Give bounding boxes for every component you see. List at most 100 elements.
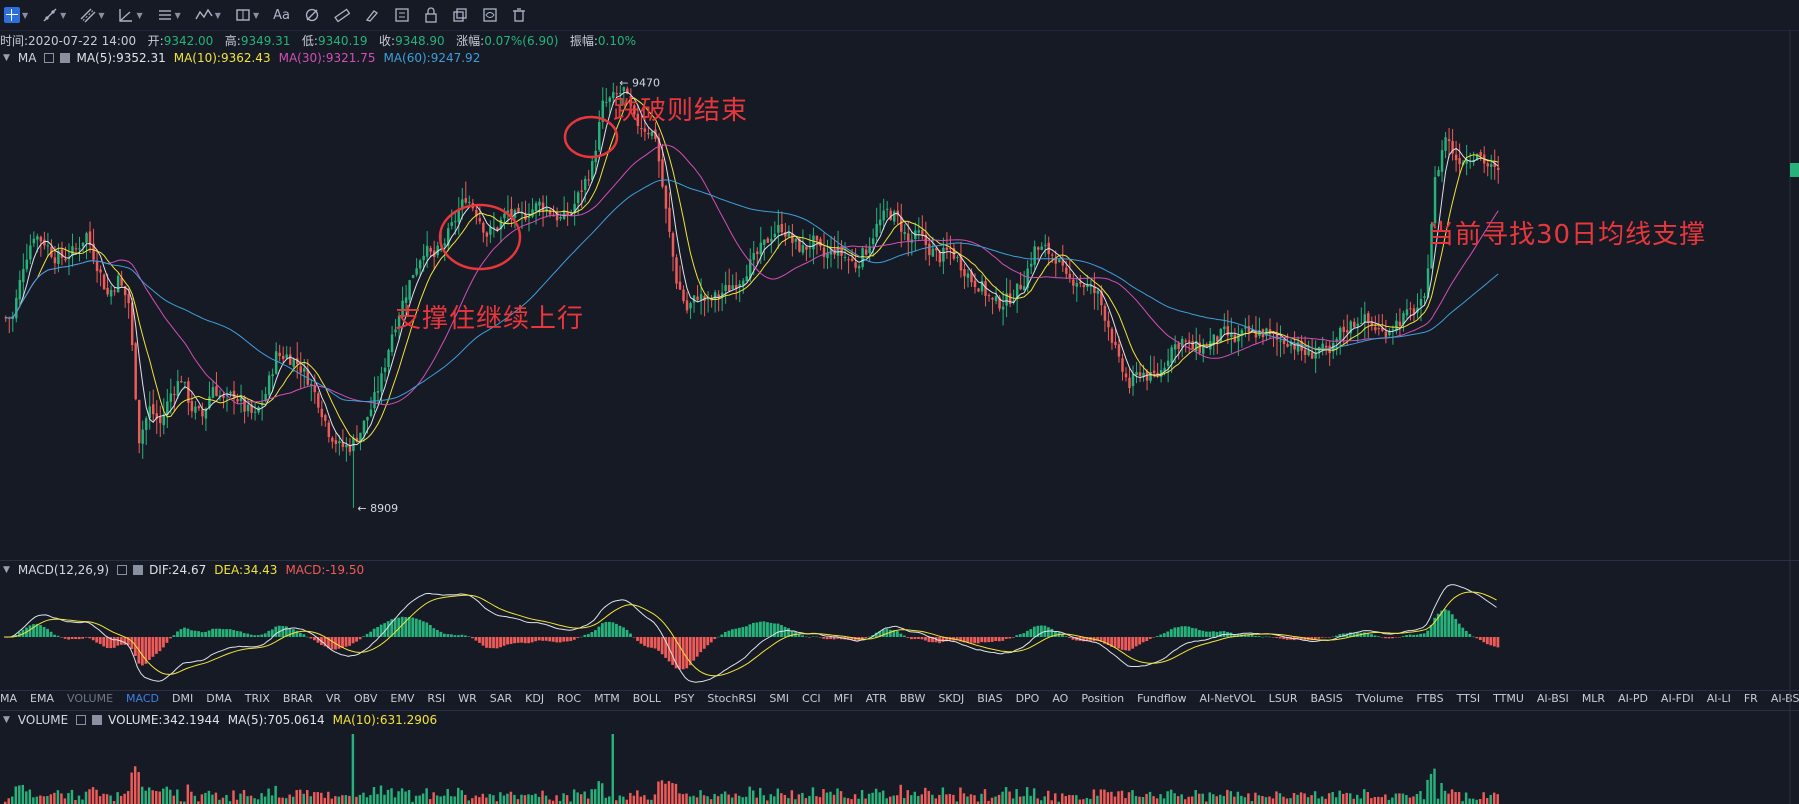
macd-histogram-bar — [1015, 635, 1019, 637]
indicator-tab[interactable]: DPO — [1015, 692, 1040, 705]
volume-bar — [1282, 796, 1285, 804]
indicator-tab[interactable]: AI-BST — [1770, 692, 1799, 705]
indicator-tab[interactable]: OBV — [354, 692, 378, 705]
candle-body — [92, 243, 95, 260]
trend-line-icon[interactable]: ▼ — [42, 7, 66, 23]
candle-body — [1293, 344, 1296, 350]
macd-histogram-bar — [699, 637, 703, 653]
volume-bar — [1050, 800, 1053, 804]
fibonacci-icon[interactable] — [304, 7, 320, 23]
indicator-tab[interactable]: StochRSI — [707, 692, 757, 705]
indicator-tab[interactable]: WR — [458, 692, 477, 705]
indicator-tab[interactable]: ATR — [865, 692, 887, 705]
indicator-tab[interactable]: VR — [325, 692, 341, 705]
macd-histogram-bar — [541, 637, 545, 641]
volume-bar — [478, 797, 481, 804]
candle-body — [1022, 286, 1026, 291]
collapse-caret-icon[interactable]: ▼ — [3, 565, 10, 575]
parallel-channel-icon[interactable]: ▼ — [80, 7, 104, 23]
indicator-tab[interactable]: AI-PD — [1618, 692, 1648, 705]
indicator-tab[interactable]: BBW — [899, 692, 926, 705]
ruler-icon[interactable] — [334, 7, 350, 23]
candle-body — [78, 248, 81, 250]
angle-icon[interactable]: ▼ — [118, 7, 143, 23]
macd-histogram-bar — [917, 637, 920, 639]
pane-divider[interactable] — [0, 560, 1799, 561]
text-icon[interactable]: Aa — [273, 7, 290, 23]
indicator-tab[interactable]: FR — [1743, 692, 1758, 705]
volume-bar — [1447, 793, 1450, 804]
macd-histogram-bar — [1233, 634, 1236, 637]
crosshair-icon[interactable] — [4, 7, 20, 23]
indicator-tab[interactable]: AI-LI — [1706, 692, 1731, 705]
indicator-tab[interactable]: EMV — [390, 692, 415, 705]
indicator-tab[interactable]: SAR — [489, 692, 513, 705]
settings-icon[interactable] — [117, 565, 128, 575]
indicator-tab[interactable]: MTM — [594, 692, 620, 705]
indicator-tab[interactable]: RSI — [427, 692, 446, 705]
chevron-down-icon[interactable]: ▼ — [22, 10, 29, 20]
indicator-tab[interactable]: MA — [0, 692, 18, 705]
indicator-tab[interactable]: KDJ — [525, 692, 545, 705]
indicator-tab[interactable]: TTMU — [1493, 692, 1524, 705]
close-icon[interactable] — [133, 565, 144, 575]
indicator-tab[interactable]: Fundflow — [1137, 692, 1187, 705]
indicator-tab[interactable]: MACD — [126, 692, 160, 705]
wave-icon[interactable]: ▼ — [195, 7, 221, 23]
indicator-tab[interactable]: MFI — [833, 692, 853, 705]
candle-body — [1187, 340, 1191, 342]
indicator-tab[interactable]: AI-NetVOL — [1199, 692, 1256, 705]
settings-icon[interactable] — [76, 715, 87, 725]
macd-histogram-bar — [1068, 637, 1071, 638]
trash-icon[interactable] — [512, 7, 526, 23]
indicator-tab[interactable]: CCI — [802, 692, 821, 705]
indicator-tab[interactable]: TRIX — [244, 692, 270, 705]
horizontal-lines-icon[interactable]: ▼ — [158, 10, 181, 20]
indicator-tab[interactable]: BOLL — [632, 692, 662, 705]
indicator-tab[interactable]: FTBS — [1416, 692, 1444, 705]
indicator-tab[interactable]: SKDJ — [938, 692, 965, 705]
brush-icon[interactable] — [364, 7, 380, 23]
indicator-tab[interactable]: VOLUME — [66, 692, 114, 705]
macd-histogram-bar — [681, 637, 685, 670]
settings-icon[interactable] — [44, 53, 55, 63]
indicator-tab[interactable]: BASIS — [1310, 692, 1343, 705]
indicator-tab[interactable]: Position — [1081, 692, 1125, 705]
macd-histogram-bar — [1401, 636, 1405, 637]
volume-bar — [105, 794, 109, 804]
candle-body — [155, 413, 158, 419]
indicator-tab[interactable]: TVolume — [1355, 692, 1404, 705]
volume-bar — [878, 792, 881, 804]
indicator-tab[interactable]: LSUR — [1268, 692, 1298, 705]
indicator-tab[interactable]: PSY — [674, 692, 695, 705]
group-icon[interactable] — [394, 7, 410, 23]
indicator-tab[interactable]: AO — [1052, 692, 1069, 705]
duplicate-icon[interactable] — [452, 7, 468, 23]
indicator-tab[interactable]: TTSI — [1456, 692, 1481, 705]
candle-body — [787, 231, 791, 237]
rectangle-icon[interactable]: ▼ — [235, 7, 259, 23]
indicator-tab[interactable]: DMA — [206, 692, 232, 705]
indicator-tab[interactable]: ROC — [557, 692, 582, 705]
collapse-caret-icon[interactable]: ▼ — [3, 53, 10, 63]
visibility-icon[interactable] — [482, 7, 498, 23]
candle-body — [496, 227, 499, 231]
indicator-tab[interactable]: BIAS — [977, 692, 1003, 705]
candle-body — [836, 246, 840, 256]
macd-histogram-bar — [632, 637, 636, 638]
indicator-tab[interactable]: DMI — [172, 692, 194, 705]
indicator-tab[interactable]: MLR — [1581, 692, 1606, 705]
indicator-tab[interactable]: AI-FDI — [1660, 692, 1694, 705]
collapse-caret-icon[interactable]: ▼ — [3, 715, 10, 725]
pane-divider[interactable] — [0, 690, 1799, 691]
pane-divider[interactable] — [0, 710, 1799, 711]
indicator-tab[interactable]: BRAR — [282, 692, 313, 705]
lock-icon[interactable] — [424, 7, 438, 23]
close-icon[interactable] — [92, 715, 103, 725]
indicator-tab[interactable]: EMA — [30, 692, 54, 705]
close-icon[interactable] — [60, 53, 71, 63]
volume-bar — [284, 798, 288, 804]
indicator-tab[interactable]: AI-BSI — [1536, 692, 1569, 705]
indicator-tab[interactable]: SMI — [769, 692, 790, 705]
